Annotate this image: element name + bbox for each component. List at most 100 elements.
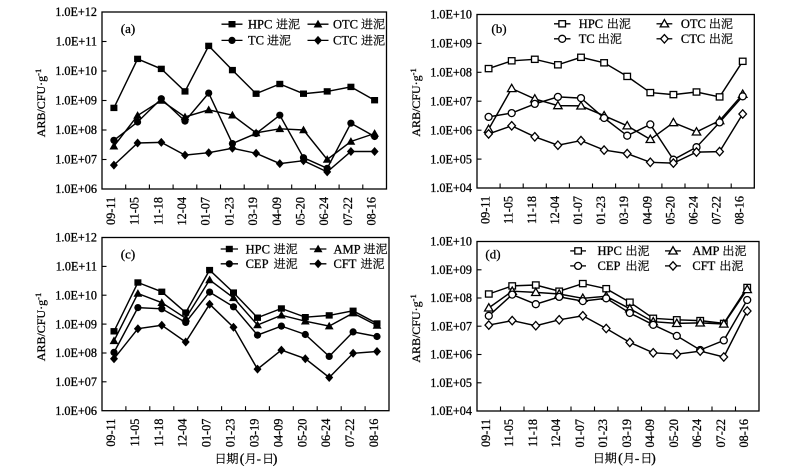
svg-text:OTC: OTC — [681, 17, 706, 31]
svg-text:(: ( — [240, 452, 245, 467]
svg-text:01-23: 01-23 — [222, 197, 236, 225]
svg-text:06-24: 06-24 — [319, 419, 333, 447]
svg-text:04-09: 04-09 — [643, 419, 657, 447]
svg-text:): ) — [273, 452, 278, 467]
svg-text:(c): (c) — [121, 247, 135, 262]
svg-text:-: - — [635, 451, 639, 466]
svg-text:AMP: AMP — [692, 244, 719, 258]
svg-text:07-22: 07-22 — [343, 419, 357, 447]
svg-text:11-18: 11-18 — [525, 196, 539, 224]
svg-text:1.0E+10: 1.0E+10 — [55, 288, 97, 302]
svg-text:ARB/CFU·g-1: ARB/CFU·g-1 — [408, 294, 423, 362]
svg-text:HPC: HPC — [598, 244, 622, 258]
svg-text:1.0E+06: 1.0E+06 — [55, 182, 97, 196]
svg-text:HPC: HPC — [248, 18, 272, 32]
svg-text:11-05: 11-05 — [128, 197, 142, 225]
svg-text:01-07: 01-07 — [571, 196, 585, 224]
svg-text:11-05: 11-05 — [502, 419, 516, 447]
svg-text:TC: TC — [248, 34, 264, 48]
svg-text:1.0E+07: 1.0E+07 — [55, 375, 97, 389]
svg-text:CTC: CTC — [333, 34, 357, 48]
svg-text:CFT: CFT — [334, 257, 357, 271]
svg-text:09-11: 09-11 — [479, 419, 493, 447]
svg-text:1.0E+07: 1.0E+07 — [55, 153, 97, 167]
svg-text:1.0E+07: 1.0E+07 — [430, 95, 472, 109]
svg-text:09-11: 09-11 — [479, 196, 493, 224]
svg-text:01-07: 01-07 — [199, 197, 213, 225]
svg-text:11-18: 11-18 — [151, 197, 165, 225]
svg-text:11-18: 11-18 — [152, 419, 166, 447]
svg-text:CEP: CEP — [598, 259, 621, 273]
svg-text:1.0E+08: 1.0E+08 — [430, 291, 472, 305]
svg-text:(d): (d) — [485, 247, 500, 262]
svg-text:-: - — [257, 451, 261, 466]
svg-text:05-20: 05-20 — [667, 419, 681, 447]
svg-text:01-07: 01-07 — [573, 419, 587, 447]
svg-text:1.0E+06: 1.0E+06 — [55, 404, 97, 418]
svg-text:12-04: 12-04 — [176, 419, 190, 447]
svg-text:11-05: 11-05 — [502, 196, 516, 224]
svg-text:04-09: 04-09 — [640, 196, 654, 224]
svg-text:1.0E+10: 1.0E+10 — [55, 64, 97, 78]
svg-text:): ) — [651, 452, 656, 467]
svg-text:12-04: 12-04 — [175, 197, 189, 225]
svg-text:1.0E+09: 1.0E+09 — [430, 37, 472, 51]
svg-text:08-16: 08-16 — [733, 196, 747, 224]
svg-text:1.0E+09: 1.0E+09 — [430, 263, 472, 277]
svg-text:07-22: 07-22 — [341, 197, 355, 225]
svg-text:CFT: CFT — [692, 259, 715, 273]
svg-text:11-18: 11-18 — [526, 419, 540, 447]
svg-text:01-23: 01-23 — [596, 419, 610, 447]
svg-text:05-20: 05-20 — [295, 419, 309, 447]
svg-text:1.0E+04: 1.0E+04 — [430, 181, 472, 195]
svg-text:01-07: 01-07 — [200, 419, 214, 447]
svg-text:1.0E+09: 1.0E+09 — [55, 317, 97, 331]
svg-text:03-19: 03-19 — [617, 196, 631, 224]
svg-text:CEP: CEP — [246, 257, 269, 271]
svg-text:06-24: 06-24 — [690, 419, 704, 447]
svg-text:1.0E+10: 1.0E+10 — [430, 8, 472, 22]
svg-text:1.0E+04: 1.0E+04 — [430, 404, 472, 418]
svg-text:1.0E+09: 1.0E+09 — [55, 94, 97, 108]
svg-text:06-24: 06-24 — [317, 197, 331, 225]
svg-text:03-19: 03-19 — [246, 197, 260, 225]
svg-text:11-05: 11-05 — [128, 419, 142, 447]
svg-text:1.0E+11: 1.0E+11 — [56, 260, 97, 274]
svg-text:ARB/CFU·g-1: ARB/CFU·g-1 — [408, 68, 423, 136]
svg-text:1.0E+08: 1.0E+08 — [55, 123, 97, 137]
svg-text:1.0E+07: 1.0E+07 — [430, 319, 472, 333]
svg-text:03-19: 03-19 — [248, 419, 262, 447]
svg-text:01-23: 01-23 — [224, 419, 238, 447]
svg-text:01-23: 01-23 — [594, 196, 608, 224]
svg-text:05-20: 05-20 — [663, 196, 677, 224]
svg-text:09-11: 09-11 — [104, 197, 118, 225]
svg-text:04-09: 04-09 — [270, 197, 284, 225]
svg-text:08-16: 08-16 — [367, 419, 381, 447]
svg-text:1.0E+06: 1.0E+06 — [430, 348, 472, 362]
svg-text:HPC: HPC — [579, 17, 603, 31]
svg-text:1.0E+08: 1.0E+08 — [55, 346, 97, 360]
svg-text:03-19: 03-19 — [620, 419, 634, 447]
svg-text:1.0E+10: 1.0E+10 — [430, 235, 472, 249]
svg-text:1.0E+08: 1.0E+08 — [430, 66, 472, 80]
svg-text:07-22: 07-22 — [710, 196, 724, 224]
svg-text:05-20: 05-20 — [294, 197, 308, 225]
svg-text:ARB/CFU·g-1: ARB/CFU·g-1 — [33, 69, 48, 137]
svg-text:08-16: 08-16 — [737, 419, 751, 447]
svg-text:1.0E+05: 1.0E+05 — [430, 152, 472, 166]
svg-text:1.0E+12: 1.0E+12 — [55, 5, 97, 19]
svg-text:12-04: 12-04 — [549, 419, 563, 447]
svg-text:1.0E+12: 1.0E+12 — [55, 231, 97, 245]
svg-text:AMP: AMP — [334, 242, 361, 256]
svg-text:OTC: OTC — [333, 18, 358, 32]
svg-text:1.0E+06: 1.0E+06 — [430, 123, 472, 137]
svg-text:09-11: 09-11 — [104, 419, 118, 447]
svg-text:04-09: 04-09 — [271, 419, 285, 447]
svg-text:1.0E+11: 1.0E+11 — [56, 35, 97, 49]
svg-text:TC: TC — [579, 32, 595, 46]
svg-text:CTC: CTC — [681, 32, 705, 46]
svg-text:07-22: 07-22 — [714, 419, 728, 447]
svg-text:(b): (b) — [491, 21, 506, 36]
svg-text:ARB/CFU·g-1: ARB/CFU·g-1 — [33, 293, 48, 361]
svg-text:(a): (a) — [121, 21, 135, 36]
